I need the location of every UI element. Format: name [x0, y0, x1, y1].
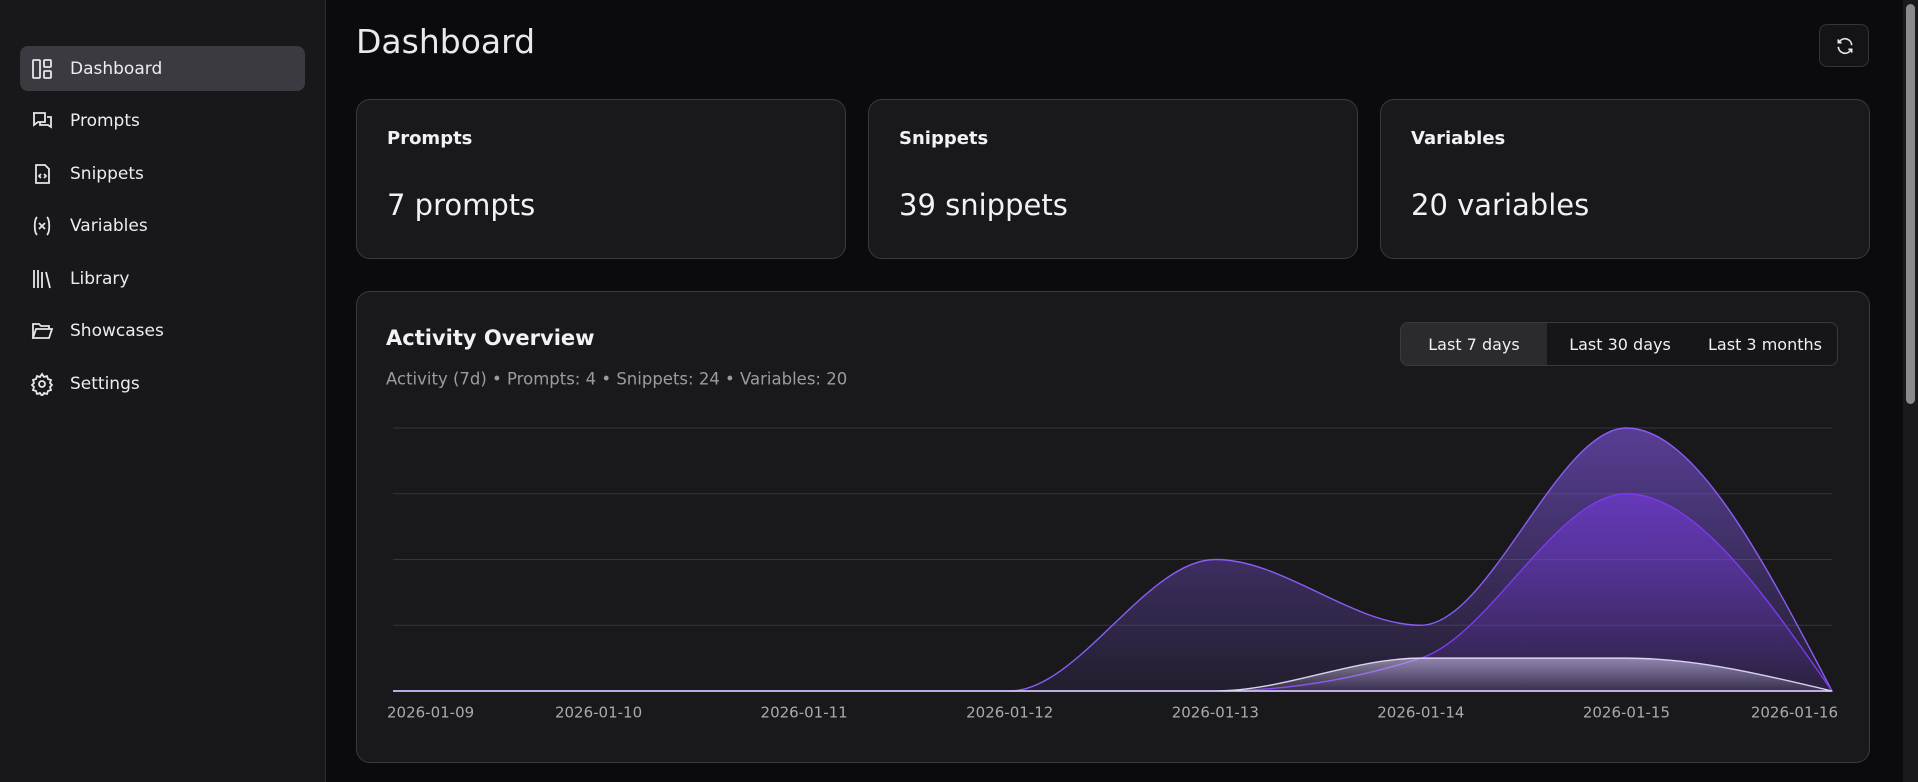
card-title: Snippets: [899, 128, 989, 149]
icon: [30, 372, 54, 396]
nav-item[interactable]: Snippets: [20, 151, 305, 196]
nav-label: Prompts: [70, 110, 140, 131]
nav-item[interactable]: Prompts: [20, 98, 305, 143]
x-tick-label: 2026-01-13: [1172, 704, 1259, 722]
icon: [31, 323, 54, 339]
stat-card: Variables 20 variables: [1380, 99, 1870, 259]
nav-label: Snippets: [70, 163, 144, 184]
x-tick-label: 2026-01-12: [966, 704, 1053, 722]
x-tick-label: 2026-01-11: [761, 704, 848, 722]
nav-item[interactable]: Variables: [20, 203, 305, 248]
icon: [32, 59, 52, 79]
nav-label: Settings: [70, 373, 140, 394]
icon: [33, 270, 51, 289]
x-tick-label: 2026-01-14: [1377, 704, 1464, 722]
nav-item[interactable]: Showcases: [20, 308, 305, 353]
card-title: Variables: [1411, 128, 1506, 149]
x-tick-label: 2026-01-15: [1583, 704, 1670, 722]
nav-label: Variables: [70, 215, 148, 236]
range-button[interactable]: Last 3 months: [1693, 322, 1838, 366]
chart-subtitle: Activity (7d) • Prompts: 4 • Snippets: 2…: [386, 370, 847, 389]
card-value: 20 variables: [1411, 188, 1590, 222]
card-title: Prompts: [387, 128, 473, 149]
stat-card: Snippets 39 snippets: [868, 99, 1358, 259]
sidebar: Dashboard Prompts Snippets Variables Lib…: [0, 0, 326, 782]
scrollbar-thumb[interactable]: [1906, 4, 1915, 404]
card-value: 39 snippets: [899, 188, 1068, 222]
chart-title: Activity Overview: [386, 326, 595, 350]
nav-label: Dashboard: [70, 58, 163, 79]
nav-label: Showcases: [70, 320, 164, 341]
nav-item[interactable]: Settings: [20, 361, 305, 406]
page-title: Dashboard: [356, 22, 536, 61]
range-button[interactable]: Last 7 days: [1400, 322, 1548, 366]
nav-label: Library: [70, 268, 130, 289]
nav-item[interactable]: Library: [20, 256, 305, 301]
refresh-button[interactable]: [1819, 24, 1869, 67]
range-button[interactable]: Last 30 days: [1547, 322, 1694, 366]
x-tick-label: 2026-01-16: [1751, 704, 1838, 722]
x-tick-label: 2026-01-10: [555, 704, 642, 722]
stat-card: Prompts 7 prompts: [356, 99, 846, 259]
card-value: 7 prompts: [387, 188, 536, 222]
icon: [35, 164, 50, 184]
icon: [33, 112, 52, 129]
icon: [33, 216, 51, 236]
area: [393, 657, 1833, 692]
icon: [1837, 37, 1853, 55]
x-tick-label: 2026-01-09: [387, 704, 474, 722]
nav-item[interactable]: Dashboard: [20, 46, 305, 91]
